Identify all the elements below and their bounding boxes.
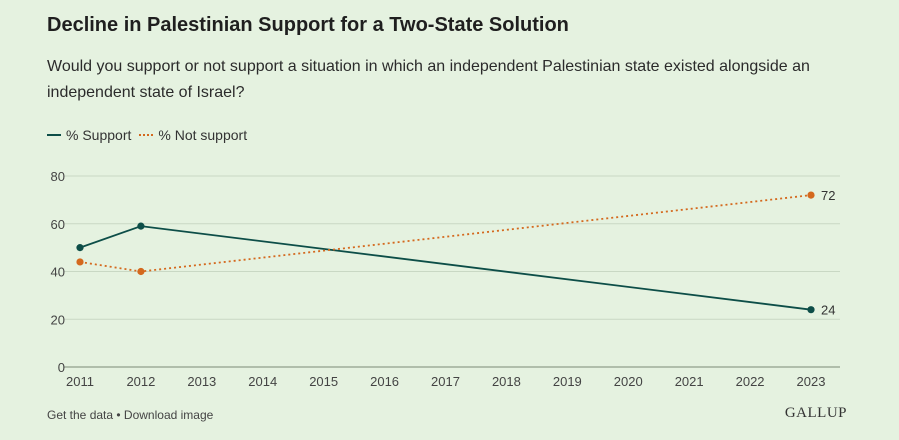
x-tick-label: 2014 xyxy=(248,374,277,389)
data-point xyxy=(807,306,815,314)
get-data-link[interactable]: Get the data xyxy=(47,408,114,422)
data-point xyxy=(137,267,145,276)
data-point xyxy=(76,244,84,252)
series-line-0 xyxy=(79,225,812,311)
legend-item-not-support: % Not support xyxy=(139,127,247,143)
y-tick-label: 0 xyxy=(58,360,65,375)
x-tick-label: 2015 xyxy=(309,374,338,389)
x-tick-label: 2018 xyxy=(492,374,521,389)
chart-subtitle: Would you support or not support a situa… xyxy=(47,58,810,101)
y-tick-label: 60 xyxy=(51,217,65,232)
chart-footer: Get the data • Download image xyxy=(47,408,213,422)
data-point xyxy=(76,258,84,266)
chart-title: Decline in Palestinian Support for a Two… xyxy=(47,14,569,36)
series-line-1 xyxy=(79,194,812,273)
x-tick-label: 2017 xyxy=(431,374,460,389)
x-tick-label: 2013 xyxy=(187,374,216,389)
x-tick-label: 2019 xyxy=(553,374,582,389)
x-tick-label: 2022 xyxy=(736,374,765,389)
legend-item-support: % Support xyxy=(47,127,131,143)
x-tick-label: 2020 xyxy=(614,374,643,389)
legend-swatch-support xyxy=(47,134,61,136)
x-tick-label: 2021 xyxy=(675,374,704,389)
data-point xyxy=(137,222,145,230)
y-tick-label: 80 xyxy=(51,169,65,184)
data-label: 24 xyxy=(821,303,835,318)
footer-separator: • xyxy=(113,408,124,422)
x-tick-label: 2016 xyxy=(370,374,399,389)
x-tick-label: 2023 xyxy=(797,374,826,389)
chart-legend: % Support % Not support xyxy=(47,127,255,143)
data-label: 72 xyxy=(821,188,835,203)
legend-label-support: % Support xyxy=(66,127,132,143)
gallup-logo: GALLUP xyxy=(784,405,847,421)
x-tick-label: 2011 xyxy=(66,374,94,389)
legend-swatch-not-support xyxy=(139,134,154,136)
data-point xyxy=(807,191,815,199)
x-tick-label: 2012 xyxy=(126,374,155,389)
download-image-link[interactable]: Download image xyxy=(123,408,214,422)
y-tick-label: 20 xyxy=(51,312,65,327)
y-tick-label: 40 xyxy=(51,265,65,280)
legend-label-not-support: % Not support xyxy=(158,127,248,143)
